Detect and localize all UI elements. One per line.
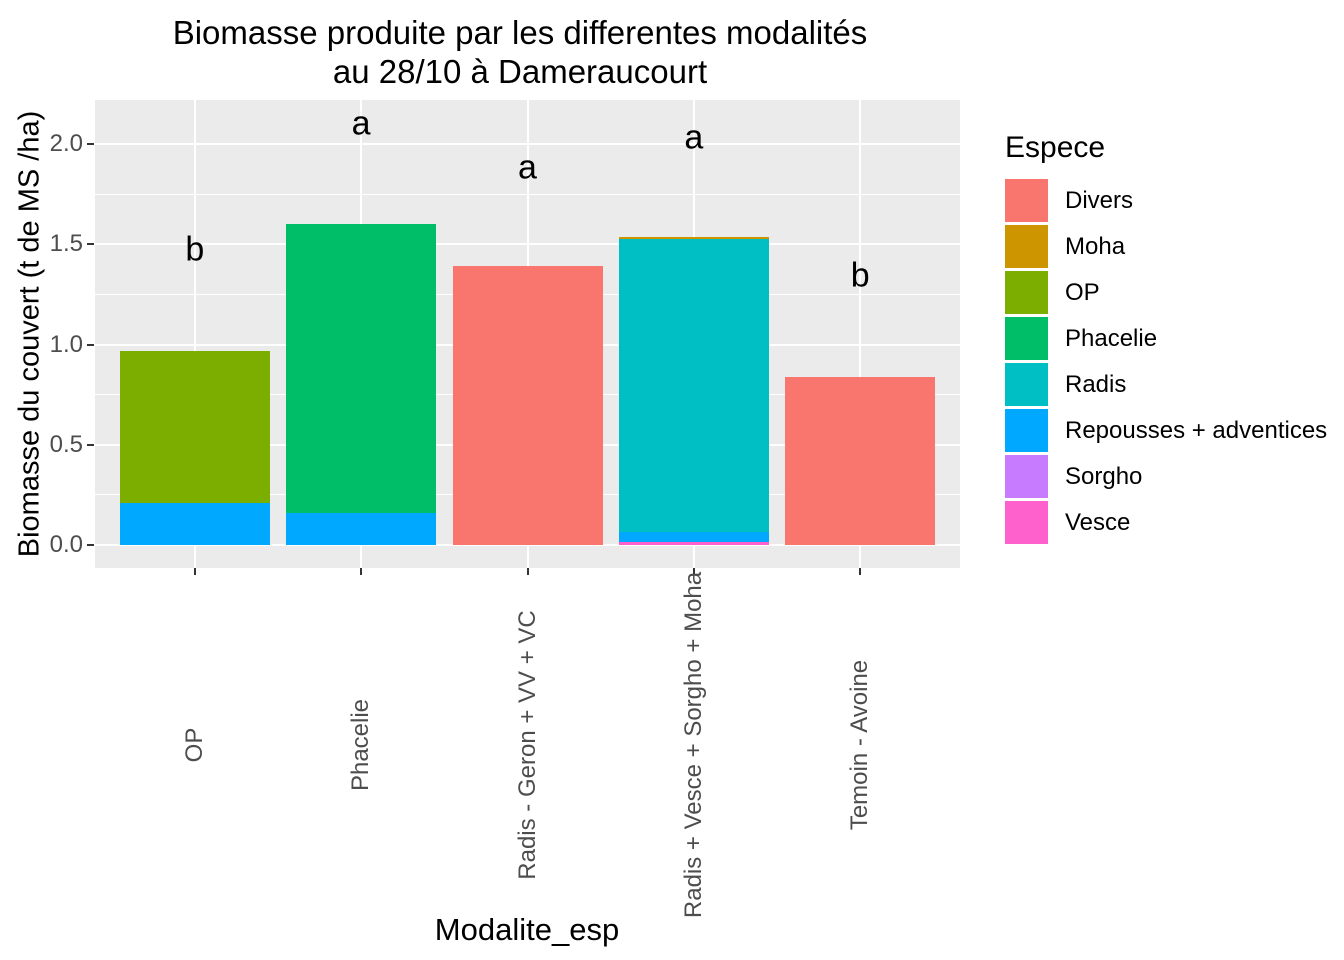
legend-item-label: Radis — [1065, 370, 1127, 398]
significance-letter: b — [850, 256, 870, 295]
legend-item-label: Phacelie — [1065, 324, 1158, 352]
x-tick-label: Phacelie — [347, 698, 375, 792]
x-axis-title: Modalite_esp — [434, 912, 620, 947]
legend: Espece Divers Moha OP Phacelie Radis Repousse… — [1005, 131, 1327, 547]
bar-segment-op — [120, 350, 270, 503]
bar-3 — [453, 266, 603, 545]
chart-panel: b a a a b — [95, 100, 960, 568]
significance-letter: a — [351, 104, 371, 143]
legend-item-divers: Divers — [1005, 179, 1327, 222]
legend-swatch-icon — [1005, 225, 1048, 268]
x-tick-label: Temoin - Avoine — [846, 659, 874, 831]
y-tick-label: 0.0 — [49, 531, 83, 558]
legend-item-repousses-adventices: Repousses + adventices — [1005, 409, 1327, 452]
gridline-major-vertical — [193, 100, 196, 568]
x-tick-mark — [193, 568, 196, 575]
legend-items: Divers Moha OP Phacelie Radis Repousses + adv… — [1005, 179, 1327, 544]
y-tick-mark — [87, 343, 94, 346]
y-tick-mark — [87, 143, 94, 145]
legend-item-sorgho: Sorgho — [1005, 455, 1327, 498]
legend-swatch-icon — [1005, 317, 1048, 360]
legend-swatch-icon — [1005, 363, 1048, 406]
y-tick-label: 1.0 — [49, 330, 83, 358]
legend-item-radis: Radis — [1005, 363, 1327, 406]
legend-item-label: Divers — [1065, 186, 1134, 214]
y-tick-label: 0.5 — [49, 430, 83, 458]
bar-segment-divers — [785, 376, 935, 545]
bar-segment-repousses-adventices — [619, 531, 769, 542]
x-tick-label: Radis + Vesce + Sorgho + Moha — [679, 571, 707, 919]
bar-4 — [619, 237, 769, 545]
legend-swatch-icon — [1005, 271, 1048, 314]
significance-letter: a — [518, 148, 537, 187]
bar-5 — [785, 376, 935, 545]
legend-item-moha: Moha — [1005, 225, 1327, 268]
x-tick-label: Radis - Geron + VV + VC — [513, 610, 541, 880]
legend-swatch-icon — [1005, 179, 1048, 222]
x-tick-mark — [526, 568, 529, 575]
legend-item-label: OP — [1065, 278, 1100, 306]
legend-swatch-icon — [1005, 501, 1048, 544]
bar-segment-repousses-adventices — [286, 512, 436, 545]
y-tick-label: 1.5 — [49, 230, 83, 258]
significance-letter: a — [684, 118, 704, 157]
chart-title-line2: au 28/10 à Dameraucourt — [332, 53, 708, 90]
x-tick-mark — [859, 568, 862, 575]
legend-item-label: Vesce — [1065, 508, 1131, 536]
legend-swatch-icon — [1005, 409, 1048, 452]
chart-title-line1: Biomasse produite par les differentes mo… — [172, 14, 868, 51]
legend-item-op: OP — [1005, 271, 1327, 314]
x-tick-label: OP — [180, 727, 208, 763]
bar-1 — [120, 350, 270, 546]
bar-segment-vesce — [619, 541, 769, 545]
y-tick-mark — [87, 544, 94, 546]
legend-item-label: Sorgho — [1065, 462, 1143, 490]
legend-title: Espece — [1005, 131, 1106, 164]
legend-item-label: Moha — [1065, 232, 1126, 260]
x-tick-mark — [360, 568, 363, 575]
bar-segment-phacelie — [286, 224, 436, 513]
legend-item-label: Repousses + adventices — [1065, 416, 1328, 444]
y-tick-label: 2.0 — [49, 130, 83, 157]
bar-segment-moha — [619, 237, 769, 240]
y-tick-mark — [87, 443, 94, 446]
x-tick-mark — [692, 568, 695, 575]
legend-item-phacelie: Phacelie — [1005, 317, 1327, 360]
bar-2 — [286, 224, 436, 545]
significance-letter: b — [185, 230, 205, 269]
bar-segment-radis — [619, 239, 769, 532]
legend-item-vesce: Vesce — [1005, 501, 1327, 544]
y-tick-mark — [87, 243, 94, 246]
bar-segment-repousses-adventices — [120, 502, 270, 545]
gridline-major-vertical — [859, 100, 862, 568]
legend-swatch-icon — [1005, 455, 1048, 498]
chart-title: Biomasse produite par les differentes mo… — [0, 13, 1040, 91]
bar-segment-divers — [453, 266, 603, 545]
